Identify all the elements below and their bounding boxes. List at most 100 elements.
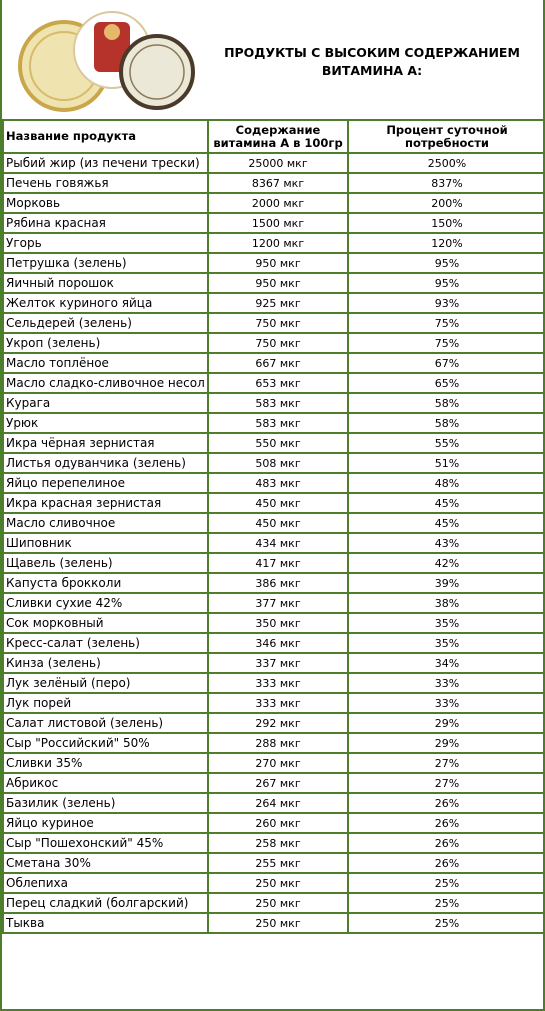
table-cell: 550 мкг [207,432,349,454]
table-cell: Перец сладкий (болгарский) [2,892,209,914]
table-cell: Укроп (зелень) [2,332,209,354]
table-row: Сыр "Российский" 50% 288 мкг 29% [2,732,545,754]
table-row: Желток куриного яйца 925 мкг 93% [2,292,545,314]
table-cell: 255 мкг [207,852,349,874]
table-row: Салат листовой (зелень) 292 мкг 29% [2,712,545,734]
table-cell: Угорь [2,232,209,254]
table-cell: Салат листовой (зелень) [2,712,209,734]
table-cell: 333 мкг [207,692,349,714]
table-cell: 750 мкг [207,332,349,354]
header-row: Название продукта Содержание витамина А в… [2,119,545,154]
table-cell: 267 мкг [207,772,349,794]
table-cell: Сливки 35% [2,752,209,774]
table-cell: 837% [347,172,545,194]
table-cell: Кинза (зелень) [2,652,209,674]
table-row: Сметана 30% 255 мкг 26% [2,852,545,874]
table-row: Лук зелёный (перо) 333 мкг 33% [2,672,545,694]
column-header: Название продукта [2,119,209,154]
table-row: Абрикос 267 мкг 27% [2,772,545,794]
table-row: Яйцо куриное 260 мкг 26% [2,812,545,834]
table-cell: 95% [347,272,545,294]
table-cell: 45% [347,492,545,514]
table-cell: 34% [347,652,545,674]
table-cell: 45% [347,512,545,534]
table-row: Кинза (зелень) 337 мкг 34% [2,652,545,674]
table-row: Облепиха 250 мкг 25% [2,872,545,894]
table-cell: 25% [347,892,545,914]
table-cell: Яйцо перепелиное [2,472,209,494]
table-cell: 483 мкг [207,472,349,494]
logos [18,11,195,112]
table-cell: 150% [347,212,545,234]
table-cell: 75% [347,332,545,354]
table-row: Печень говяжья 8367 мкг 837% [2,172,545,194]
table-cell: 43% [347,532,545,554]
table-row: Сыр "Пошехонский" 45% 258 мкг 26% [2,832,545,854]
table-cell: Морковь [2,192,209,214]
table-row: Тыква 250 мкг 25% [2,912,545,934]
table-cell: 250 мкг [207,872,349,894]
table-cell: 1200 мкг [207,232,349,254]
table-cell: 42% [347,552,545,574]
table-cell: Тыква [2,912,209,934]
table-cell: 39% [347,572,545,594]
table-cell: 29% [347,732,545,754]
table-cell: 25000 мкг [207,152,349,174]
table-row: Щавель (зелень) 417 мкг 42% [2,552,545,574]
table-cell: 583 мкг [207,412,349,434]
table-cell: 377 мкг [207,592,349,614]
table-row: Яйцо перепелиное 483 мкг 48% [2,472,545,494]
table-cell: 8367 мкг [207,172,349,194]
table-cell: 417 мкг [207,552,349,574]
table-cell: Рыбий жир (из печени трески) [2,152,209,174]
table-cell: 2000 мкг [207,192,349,214]
table-cell: 264 мкг [207,792,349,814]
table-cell: Сельдерей (зелень) [2,312,209,334]
table-cell: Щавель (зелень) [2,552,209,574]
table-row: Перец сладкий (болгарский) 250 мкг 25% [2,892,545,914]
table-cell: Шиповник [2,532,209,554]
table-cell: 288 мкг [207,732,349,754]
table-cell: Сметана 30% [2,852,209,874]
table-cell: 35% [347,612,545,634]
table-cell: 48% [347,472,545,494]
table-row: Яичный порошок 950 мкг 95% [2,272,545,294]
table-cell: 93% [347,292,545,314]
table-row: Масло топлёное 667 мкг 67% [2,352,545,374]
table-cell: 33% [347,692,545,714]
table-cell: 950 мкг [207,272,349,294]
table-cell: 386 мкг [207,572,349,594]
table-row: Капуста брокколи 386 мкг 39% [2,572,545,594]
table-cell: Облепиха [2,872,209,894]
table-row: Рыбий жир (из печени трески) 25000 мкг 250… [2,152,545,174]
table-cell: Базилик (зелень) [2,792,209,814]
table-cell: 250 мкг [207,892,349,914]
table-row: Лук порей 333 мкг 33% [2,692,545,714]
table-cell: Урюк [2,412,209,434]
table-cell: 29% [347,712,545,734]
table-cell: 258 мкг [207,832,349,854]
table-cell: Лук порей [2,692,209,714]
header: ПРОДУКТЫ С ВЫСОКИМ СОДЕРЖАНИЕМ ВИТАМИНА … [2,0,545,119]
table-cell: 25% [347,872,545,894]
table-cell: 26% [347,852,545,874]
table-row: Сельдерей (зелень) 750 мкг 75% [2,312,545,334]
table-cell: 65% [347,372,545,394]
table-row: Листья одуванчика (зелень) 508 мкг 51% [2,452,545,474]
table-row: Масло сливочное 450 мкг 45% [2,512,545,534]
table-cell: 1500 мкг [207,212,349,234]
table-row: Икра красная зернистая 450 мкг 45% [2,492,545,514]
table-cell: 337 мкг [207,652,349,674]
table-row: Петрушка (зелень) 950 мкг 95% [2,252,545,274]
table-cell: 750 мкг [207,312,349,334]
table-cell: Сливки сухие 42% [2,592,209,614]
table-cell: Абрикос [2,772,209,794]
table-cell: 51% [347,452,545,474]
table-cell: Листья одуванчика (зелень) [2,452,209,474]
table-cell: Икра красная зернистая [2,492,209,514]
table-cell: 950 мкг [207,252,349,274]
table-cell: 450 мкг [207,492,349,514]
table-row: Икра чёрная зернистая 550 мкг 55% [2,432,545,454]
table-cell: Яичный порошок [2,272,209,294]
